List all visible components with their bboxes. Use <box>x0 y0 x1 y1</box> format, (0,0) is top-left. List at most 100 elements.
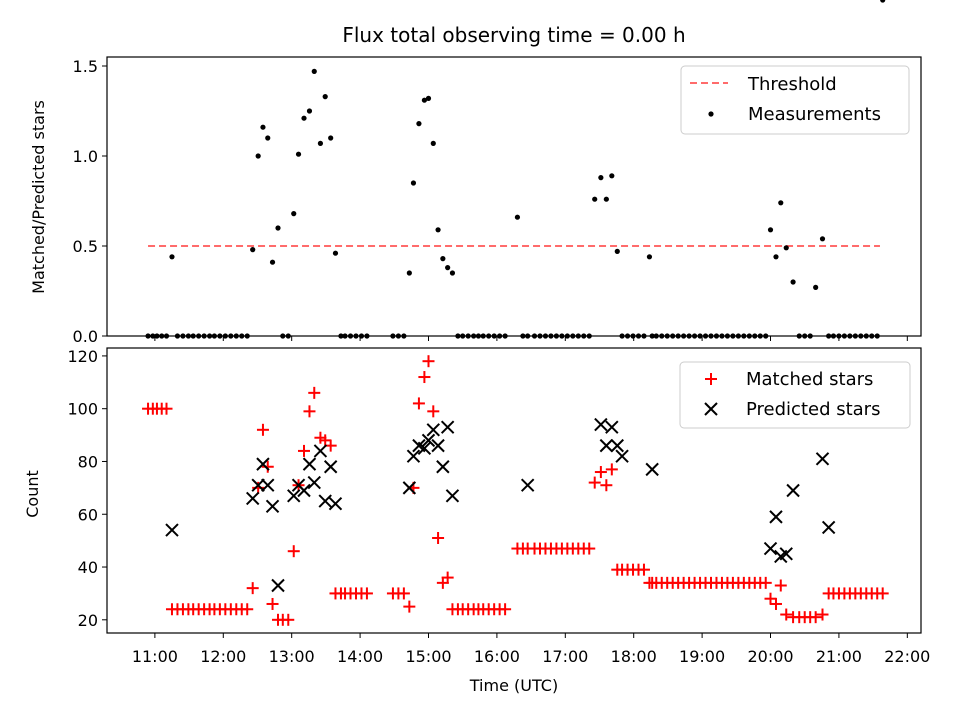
matched-stars-point <box>816 608 829 621</box>
matched-stars-point <box>282 613 295 626</box>
predicted-stars-point <box>302 457 317 471</box>
bottom-axes-frame <box>106 347 922 634</box>
measurements-point <box>514 214 521 220</box>
measurements-point <box>880 0 886 3</box>
measurements-point <box>592 196 598 202</box>
x-tick-label: 12:00 <box>200 647 246 666</box>
predicted-stars-point <box>256 457 270 471</box>
matched-stars-point <box>637 563 650 576</box>
measurements-point <box>773 254 779 260</box>
matched-stars-point <box>287 545 300 558</box>
matched-stars-point <box>418 371 431 384</box>
predicted-stars-point <box>307 475 321 490</box>
predicted-stars-point <box>417 441 432 455</box>
measurements-point <box>819 236 826 242</box>
bottom-y-axis: 20 40 60 80 100 120 <box>67 347 107 630</box>
matched-stars-point <box>774 579 787 592</box>
predicted-stars-point <box>520 478 535 492</box>
measurements-point <box>445 265 451 271</box>
bottom-y-axis-label: Count <box>23 470 42 518</box>
y-tick-label: 1.0 <box>73 147 98 166</box>
x-tick-label: 17:00 <box>542 647 588 666</box>
matched-stars-point <box>600 479 613 492</box>
predicted-stars-point <box>313 444 328 458</box>
matched-stars-point <box>499 603 512 616</box>
matched-stars-point <box>319 434 332 447</box>
y-tick-label: 0.5 <box>73 237 98 256</box>
measurements-point <box>250 247 256 253</box>
predicted-stars-point <box>786 483 800 498</box>
predicted-stars-point <box>436 460 450 474</box>
matched-stars-point <box>780 608 793 621</box>
matched-stars-point <box>441 571 454 584</box>
top-x-ticks <box>154 336 908 341</box>
measurements-point <box>790 279 796 285</box>
y-tick-label: 80 <box>78 452 98 471</box>
measurements-point <box>260 124 266 130</box>
x-tick-label: 22:00 <box>884 647 930 666</box>
x-tick-label: 15:00 <box>405 647 451 666</box>
bottom-legend-box <box>679 361 911 429</box>
legend-matched-swatch <box>705 373 717 385</box>
predicted-stars-point <box>610 438 624 453</box>
measurements-point <box>421 97 427 103</box>
legend-predicted-label: Predicted stars <box>746 399 880 420</box>
predicted-stars-point <box>328 496 343 511</box>
matched-stars-point <box>403 600 416 613</box>
measurements-point <box>275 225 281 231</box>
predicted-stars-point <box>251 478 265 492</box>
predicted-stars-point <box>406 449 421 463</box>
predicted-stars-point <box>271 578 285 593</box>
legend-matched-label: Matched stars <box>746 369 873 390</box>
matched-stars-point <box>246 582 259 595</box>
matched-stars-point <box>160 402 173 415</box>
measurements-point <box>609 173 615 179</box>
matched-stars-point <box>412 397 425 410</box>
x-tick-label: 11:00 <box>132 647 178 666</box>
measurements-point <box>440 256 446 262</box>
y-tick-label: 20 <box>78 611 98 630</box>
measurements-point <box>449 270 456 276</box>
matched-stars-point <box>432 532 445 544</box>
predicted-stars-point <box>426 423 440 437</box>
measurements-point <box>328 135 334 141</box>
bottom-plot-area <box>142 355 889 626</box>
measurements-point <box>169 254 175 260</box>
predicted-stars-point <box>287 489 301 503</box>
predicted-stars-point <box>605 420 619 434</box>
matched-stars-point <box>303 405 316 418</box>
legend-measurements-swatch <box>708 111 714 117</box>
x-tick-label: 14:00 <box>337 647 383 666</box>
top-axes-frame <box>106 56 922 337</box>
predicted-stars-point <box>594 417 608 432</box>
measurements-point <box>767 227 774 233</box>
predicted-stars-point <box>323 460 338 474</box>
matched-stars-point <box>241 603 254 616</box>
legend-threshold-label: Threshold <box>747 74 837 95</box>
panel-counts: 20 40 60 80 100 120 11:00 12:00 13:00 14:00 15:00… <box>23 347 930 695</box>
measurements-point <box>332 250 339 256</box>
measurements-point <box>301 115 307 121</box>
measurements-point <box>603 196 609 202</box>
measurements-point <box>435 227 441 233</box>
matched-stars-point <box>583 542 596 555</box>
predicted-stars-point <box>645 462 659 477</box>
measurements-point <box>813 284 819 290</box>
x-tick-label: 16:00 <box>474 647 520 666</box>
matched-stars-point <box>422 355 435 368</box>
predicted-stars-point <box>402 481 417 495</box>
measurements-point <box>598 175 604 181</box>
predicted-stars-point <box>431 438 445 453</box>
measurements-point <box>614 248 620 254</box>
matched-stars-point <box>764 592 777 605</box>
matched-stars-point <box>266 597 279 610</box>
y-tick-label: 100 <box>67 400 98 419</box>
measurements-point <box>322 94 328 100</box>
predicted-stars-point <box>445 489 460 503</box>
top-y-axis-label: Matched/Predicted stars <box>29 100 48 294</box>
x-tick-label: 19:00 <box>679 647 725 666</box>
measurements-point <box>425 95 432 101</box>
matched-stars-point <box>298 444 311 457</box>
matched-stars-point <box>588 476 601 489</box>
matched-stars-point <box>759 576 772 589</box>
